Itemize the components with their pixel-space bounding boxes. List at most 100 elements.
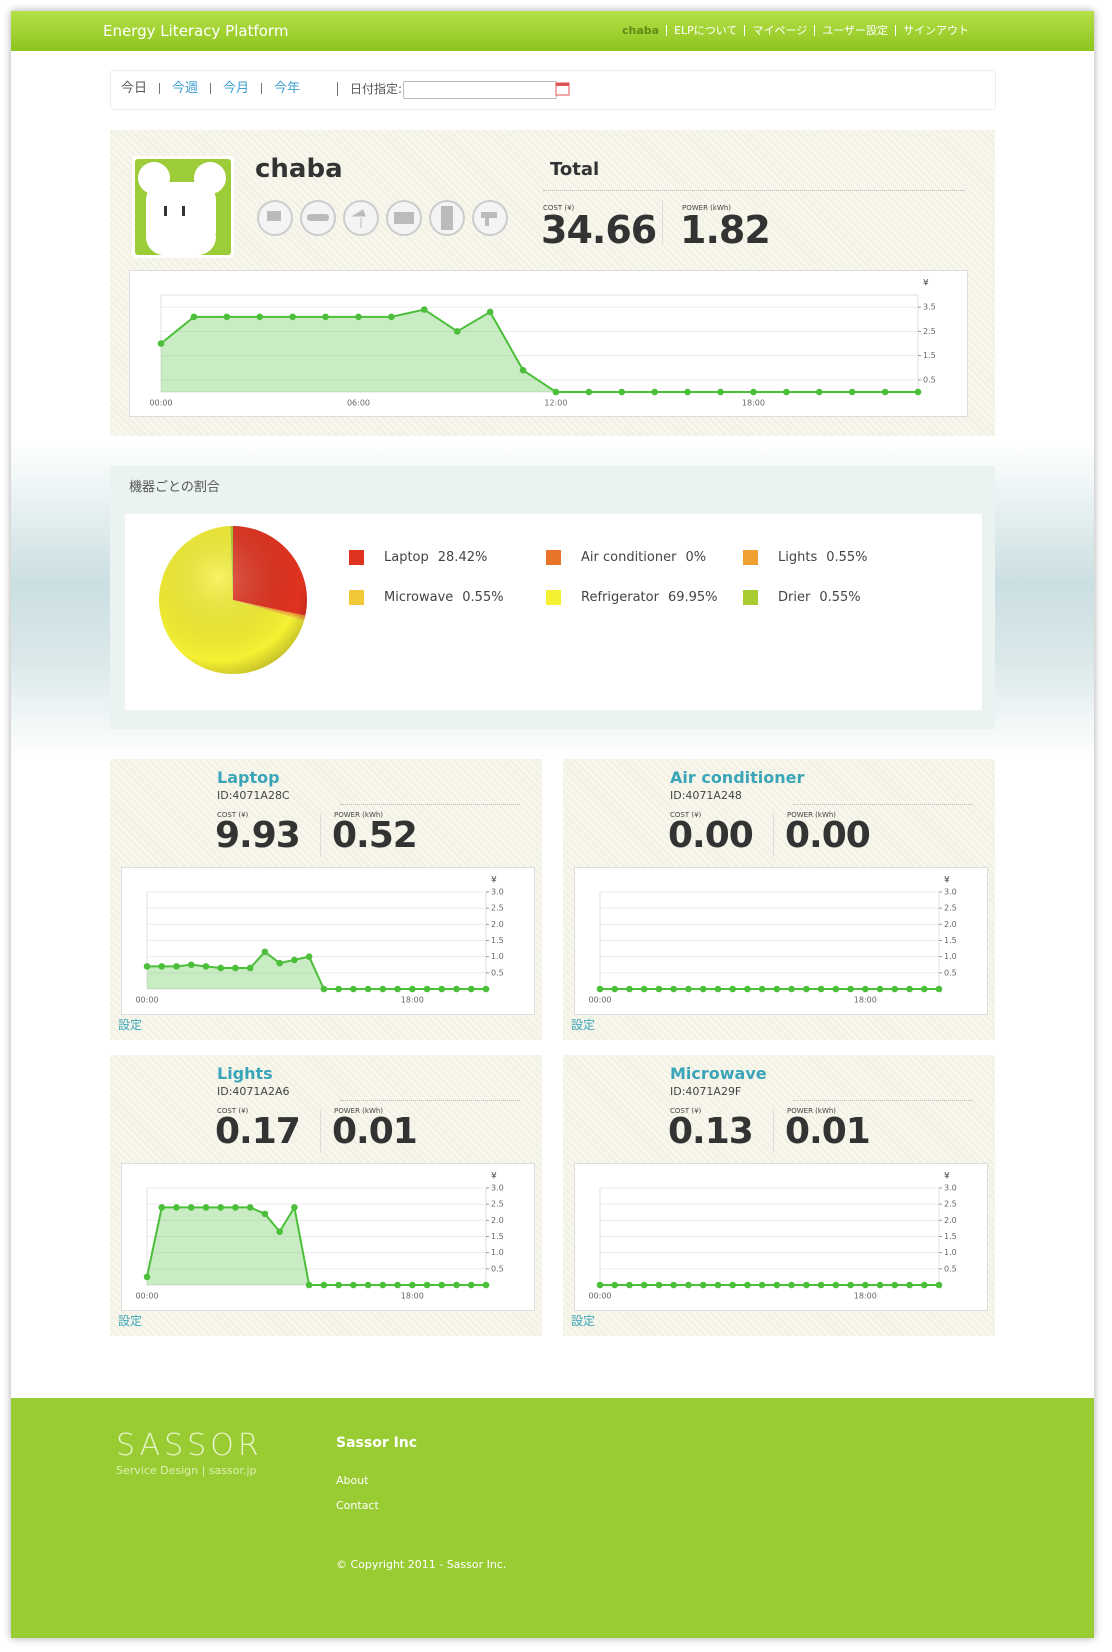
power-label: POWER (kWh): [787, 1107, 837, 1115]
nav: chaba ELPについて マイページ ユーザー設定 サインアウト: [615, 25, 976, 36]
point: [552, 388, 560, 396]
point: [783, 388, 790, 396]
device-name[interactable]: Air conditioner: [670, 768, 805, 787]
nav-link[interactable]: マイページ: [744, 25, 814, 36]
y-axis-label: ¥: [944, 1172, 950, 1182]
y-tick-label: 1.0: [491, 952, 504, 961]
cost-value: 0.00: [668, 815, 754, 856]
point: [320, 1281, 328, 1289]
power-label: POWER (kWh): [334, 1107, 384, 1115]
y-tick-label: 3.0: [491, 888, 504, 897]
device-name[interactable]: Lights: [217, 1064, 273, 1083]
area: [161, 309, 918, 392]
point: [906, 985, 913, 993]
x-tick-label: 12:00: [544, 399, 567, 408]
point: [394, 1281, 401, 1289]
point: [289, 313, 296, 321]
y-tick-label: 1.5: [944, 1232, 957, 1241]
point: [350, 985, 357, 993]
settings-link[interactable]: 設定: [571, 1018, 596, 1032]
period-tab[interactable]: 今月: [210, 82, 261, 95]
point: [935, 985, 943, 993]
device-name[interactable]: Laptop: [217, 768, 280, 787]
mouse-tail: [215, 231, 227, 254]
x-tick-label: 18:00: [854, 996, 877, 1005]
footer-company: Sassor Inc: [336, 1435, 418, 1451]
legend-swatch: [349, 550, 364, 565]
icon-glyph: [394, 212, 414, 224]
point: [467, 985, 475, 993]
point: [717, 388, 724, 396]
cost-value: 9.93: [215, 815, 301, 856]
y-tick-label: 3.0: [491, 1184, 504, 1193]
date-input[interactable]: [403, 81, 557, 99]
site-title[interactable]: Energy Literacy Platform: [103, 22, 289, 40]
nav-link[interactable]: ELPについて: [666, 25, 744, 36]
chart-box: 0.5 1.0 1.5 2.0 2.5 3.0 ¥00:00 18:00: [574, 867, 988, 1015]
usage-chart: 0.5 1.5 2.5 3.5 ¥00:00 06:00 12:00 18:00: [149, 279, 936, 408]
share-box: Laptop 28.42% Air conditioner 0% Lights 0.55%…: [125, 514, 982, 710]
device-chart: 0.5 1.0 1.5 2.0 2.5 3.0 ¥00:00 18:00: [588, 1172, 957, 1301]
y-tick-label: 2.0: [491, 920, 504, 929]
nav-link[interactable]: ユーザー設定: [814, 25, 895, 36]
settings-link[interactable]: 設定: [571, 1314, 596, 1328]
point: [217, 1204, 224, 1211]
point: [276, 959, 283, 967]
device-card: Lights ID:4071A2A6 COST (¥) 0.17 POWER (kWh)…: [110, 1055, 542, 1336]
nav-link[interactable]: chaba: [622, 24, 660, 37]
point: [773, 985, 781, 993]
legend-swatch: [743, 590, 758, 605]
power-label: POWER (kWh): [787, 811, 837, 819]
period-tab[interactable]: 今年: [261, 82, 312, 95]
x-tick-label: 06:00: [347, 399, 370, 408]
x-tick-label: 18:00: [401, 996, 424, 1005]
point: [596, 1281, 604, 1289]
point: [817, 985, 825, 993]
legend-name: Drier: [778, 590, 811, 605]
point: [364, 985, 372, 993]
y-tick-label: 2.5: [944, 1200, 957, 1209]
chart-box: 0.5 1.0 1.5 2.0 2.5 3.0 ¥00:00 18:00: [121, 867, 535, 1015]
point: [409, 1281, 416, 1289]
period-tab[interactable]: 今週: [159, 82, 210, 95]
point: [335, 985, 342, 993]
point: [379, 985, 387, 993]
icon-glyph: [441, 206, 453, 230]
footer-tagline: Service Design | sassor.jp: [116, 1464, 257, 1477]
device-card: Microwave ID:4071A29F COST (¥) 0.13 POWER (k…: [563, 1055, 995, 1336]
separator: [662, 200, 663, 244]
area: [147, 951, 486, 989]
y-tick-label: 3.5: [923, 303, 936, 312]
cost-label: COST (¥): [217, 1107, 249, 1115]
x-tick-label: 00:00: [135, 1292, 158, 1301]
y-axis-label: ¥: [491, 1172, 497, 1182]
point: [920, 985, 928, 993]
point: [246, 964, 254, 972]
period-tab[interactable]: 今日: [121, 81, 148, 96]
cost-value: 0.17: [215, 1111, 301, 1152]
nav-link[interactable]: サインアウト: [895, 25, 976, 36]
point: [729, 985, 736, 993]
legend-value: 0.55%: [826, 550, 868, 565]
y-tick-label: 1.5: [944, 936, 957, 945]
power-label: POWER (kWh): [682, 204, 732, 212]
settings-link[interactable]: 設定: [118, 1018, 143, 1032]
legend-swatch: [349, 590, 364, 605]
device-name[interactable]: Microwave: [670, 1064, 767, 1083]
point: [232, 1204, 239, 1211]
device-id: ID:4071A2A6: [217, 1085, 290, 1098]
point: [881, 388, 889, 396]
calendar-icon[interactable]: [555, 81, 571, 97]
x-tick-label: 00:00: [588, 996, 611, 1005]
settings-link[interactable]: 設定: [118, 1314, 143, 1328]
point: [350, 1281, 357, 1289]
footer-link[interactable]: About: [336, 1474, 369, 1487]
point: [320, 985, 328, 993]
point: [276, 1228, 283, 1235]
icon-glyph: [267, 211, 281, 221]
point: [246, 1204, 254, 1211]
point: [655, 1281, 663, 1289]
footer-link[interactable]: Contact: [336, 1499, 379, 1512]
point: [876, 985, 884, 993]
point: [335, 1281, 342, 1289]
